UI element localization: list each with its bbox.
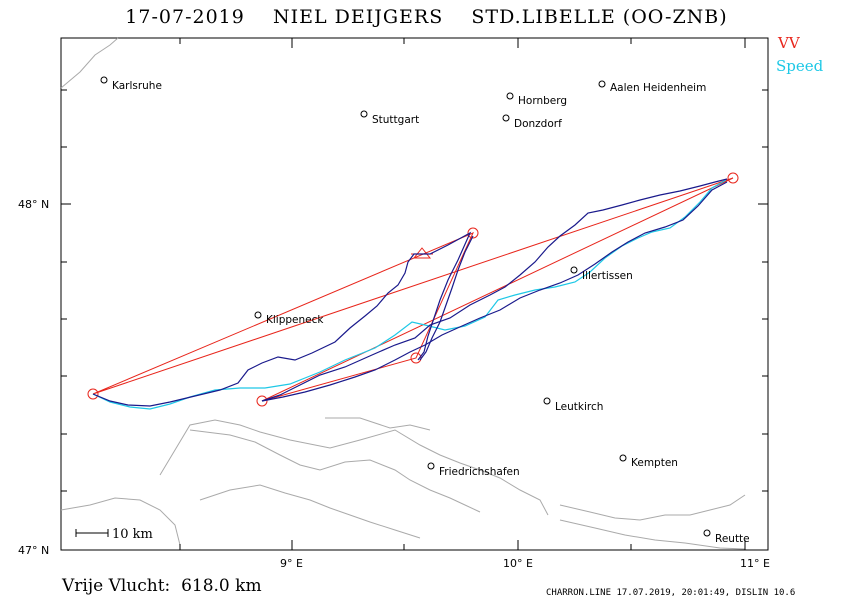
town-label: Illertissen: [582, 270, 633, 282]
town-labels: Karlsruhe Stuttgart Hornberg Donzdorf Aa…: [112, 80, 750, 545]
town-label: Stuttgart: [372, 114, 419, 126]
town-marker-reutte: [703, 529, 711, 537]
town-markers: [100, 76, 711, 537]
town-label: Kempten: [631, 457, 678, 469]
plot-border: [60, 37, 769, 551]
town-marker-friedrichshafen: [427, 462, 435, 470]
town-label: Friedrichshafen: [439, 466, 520, 478]
turnpoint-4: [256, 395, 268, 407]
terrain-lines: [60, 37, 746, 550]
scale-bar-label: 10 km: [112, 527, 153, 542]
town-marker-aalen: [598, 80, 606, 88]
lon-label-9: 9° E: [280, 557, 303, 570]
lon-label-10: 10° E: [503, 557, 533, 570]
distance-text: Vrije Vlucht: 618.0 km: [62, 576, 262, 596]
software-stamp: CHARRON.LINE 17.07.2019, 20:01:49, DISLI…: [546, 588, 796, 598]
scale-bar: [75, 529, 109, 537]
town-marker-leutkirch: [543, 397, 551, 405]
town-label: Karlsruhe: [112, 80, 162, 92]
turnpoint-2: [467, 227, 479, 239]
lat-label-48: 48° N: [18, 198, 49, 211]
town-marker-karlsruhe: [100, 76, 108, 84]
town-label: Reutte: [715, 533, 750, 545]
town-marker-donzdorf: [502, 114, 510, 122]
legend-vv: VV: [778, 34, 800, 52]
turnpoints: [87, 172, 739, 407]
town-marker-hornberg: [506, 92, 514, 100]
turnpoint-5: [727, 172, 739, 184]
town-label: Hornberg: [518, 95, 567, 107]
flight-track: [92, 178, 728, 407]
legend-speed: Speed: [776, 57, 824, 75]
lon-label-11: 11° E: [740, 557, 770, 570]
graticule-ticks: [61, 38, 768, 550]
task-lines: [92, 177, 734, 402]
town-label: Aalen Heidenheim: [610, 82, 706, 94]
lat-label-47: 47° N: [18, 544, 49, 557]
town-marker-illertissen: [570, 266, 578, 274]
town-label: Klippeneck: [266, 314, 324, 326]
town-marker-klippeneck: [254, 311, 262, 319]
town-marker-stuttgart: [360, 110, 368, 118]
flight-title: 17-07-2019 NIEL DEIJGERS STD.LIBELLE (OO…: [125, 6, 728, 28]
town-label: Donzdorf: [514, 118, 562, 130]
speed-trace: [92, 179, 727, 410]
town-label: Leutkirch: [555, 401, 603, 413]
turnpoint-1: [87, 388, 99, 400]
town-marker-kempten: [619, 454, 627, 462]
